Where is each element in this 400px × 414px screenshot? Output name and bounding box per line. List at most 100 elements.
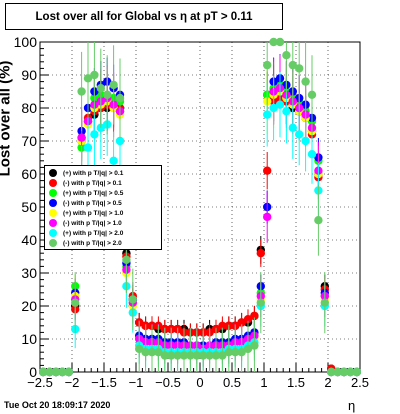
legend-label: (-) with p T/|q| > 2.0 [63, 239, 122, 247]
y-tick-label: 100 [14, 34, 38, 50]
data-point [263, 212, 272, 222]
legend: (+) with p T/|q| > 0.1 (-) with p T/|q| >… [44, 165, 162, 250]
data-point [282, 51, 291, 60]
legend-label: (-) with p T/|q| > 0.5 [63, 199, 122, 207]
data-point [211, 351, 221, 360]
data-point [39, 367, 48, 377]
data-point [275, 100, 285, 109]
data-point [135, 344, 144, 354]
x-tick-label: −2 [65, 375, 80, 390]
data-point [77, 133, 86, 142]
x-tick-label: 0.5 [223, 375, 241, 390]
data-point [275, 37, 285, 47]
data-point [77, 87, 86, 96]
legend-marker [49, 239, 57, 247]
legend-entry: (-) with p T/|q| > 1.0 [49, 218, 161, 228]
data-point [352, 367, 361, 377]
data-point [250, 311, 259, 321]
data-point [109, 156, 118, 165]
data-point [109, 80, 118, 90]
x-axis-label: η [348, 398, 356, 413]
legend-entry: (-) with p T/|q| > 2.0 [49, 238, 161, 248]
data-point [160, 351, 169, 360]
data-point [122, 255, 131, 264]
data-point [51, 367, 61, 377]
data-point [218, 351, 227, 360]
data-point [141, 348, 150, 357]
legend-label: (-) with p T/|q| > 1.0 [63, 219, 122, 227]
y-tick-label: 60 [21, 166, 37, 182]
data-point [327, 367, 336, 377]
data-point [288, 123, 297, 132]
data-point [83, 143, 93, 152]
y-tick-label: 80 [21, 100, 37, 116]
data-point [250, 341, 259, 350]
data-point [45, 367, 54, 377]
legend-label: (+) with p T/|q| > 0.5 [63, 189, 124, 197]
x-tick-label: 1 [260, 375, 267, 390]
y-tick-label: 90 [21, 67, 37, 83]
data-point [199, 351, 208, 360]
data-point [282, 107, 291, 116]
data-point [307, 150, 317, 159]
data-point [295, 130, 304, 139]
data-point [90, 70, 99, 80]
data-point [179, 351, 189, 360]
legend-marker [49, 199, 57, 207]
legend-label: (+) with p T/|q| > 1.0 [63, 209, 124, 217]
x-tick-label: 2.5 [351, 375, 369, 390]
x-tick-label: 0 [196, 375, 203, 390]
y-tick-label: 30 [21, 265, 37, 281]
data-point [128, 295, 137, 304]
data-point [263, 60, 272, 70]
data-point [231, 348, 240, 357]
x-tick-label: −1.5 [91, 375, 117, 390]
data-point [295, 64, 304, 73]
x-tick-label: 1.5 [287, 375, 305, 390]
chart-title-box: Lost over all for Global vs η at pT > 0.… [5, 3, 283, 30]
data-point [237, 318, 246, 327]
data-point [115, 136, 125, 146]
x-tick-label: 2 [324, 375, 331, 390]
series-group [39, 37, 361, 377]
data-point [58, 367, 67, 377]
legend-marker [49, 169, 57, 177]
legend-entry: (+) with p T/|q| > 0.1 [49, 168, 161, 178]
data-point [269, 37, 278, 47]
data-point [237, 348, 246, 357]
data-point [115, 93, 125, 103]
data-point [71, 298, 80, 307]
data-point [263, 166, 272, 175]
data-point [307, 90, 317, 100]
data-point [83, 74, 93, 83]
legend-label: (+) with p T/|q| > 0.1 [63, 169, 124, 177]
data-point [192, 351, 201, 360]
data-point [90, 130, 99, 139]
data-point [154, 348, 163, 357]
y-tick-label: 50 [21, 199, 37, 215]
data-point [301, 136, 310, 146]
legend-entry: (-) with p T/|q| > 0.5 [49, 198, 161, 208]
data-point [288, 60, 297, 70]
data-point [173, 351, 182, 360]
chart-title: Lost over all for Global vs η at pT > 0.… [35, 10, 253, 23]
data-point [96, 84, 106, 93]
legend-label: (+) with p T/|q| > 2.0 [63, 229, 124, 237]
legend-entry: (+) with p T/|q| > 0.5 [49, 188, 161, 198]
data-point [263, 110, 272, 119]
data-point [346, 367, 355, 377]
y-tick-label: 0 [29, 364, 37, 380]
data-point [269, 103, 278, 113]
timestamp: Tue Oct 20 18:09:17 2020 [4, 400, 111, 410]
data-point [186, 351, 195, 360]
legend-marker [49, 189, 57, 197]
x-tick-label: −2.5 [27, 375, 53, 390]
data-point [301, 77, 310, 86]
data-point [167, 351, 176, 360]
data-point [243, 315, 253, 324]
y-tick-label: 10 [21, 331, 37, 347]
data-point [256, 298, 265, 307]
legend-marker [49, 219, 57, 227]
